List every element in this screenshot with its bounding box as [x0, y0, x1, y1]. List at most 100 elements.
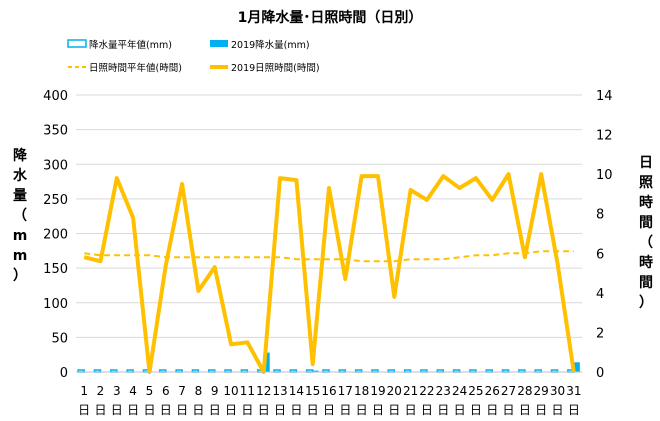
x-tick-day-suffix: 日 — [568, 403, 580, 417]
chart-title: 1月降水量･日照時間（日別） — [238, 9, 423, 26]
axis-label-char: 降 — [13, 147, 28, 164]
right-axis-ticks: 0 2 4 6 8 10 12 14 — [596, 89, 613, 381]
axis-label-char: ） — [13, 268, 27, 284]
x-tick-day-suffix: 日 — [470, 403, 482, 417]
legend-swatch — [210, 40, 228, 47]
legend-label: 2019日照時間(時間) — [231, 63, 320, 74]
x-tick-day-suffix: 日 — [388, 403, 400, 417]
x-tick-label: 14 — [289, 384, 304, 398]
x-tick-label: 17 — [338, 384, 353, 398]
left-tick-label: 50 — [51, 331, 68, 346]
x-tick-label: 24 — [452, 384, 467, 398]
line-series — [76, 172, 582, 374]
left-tick-label: 350 — [43, 124, 68, 139]
x-tick-label: 28 — [517, 384, 532, 398]
axis-label-char: 水 — [13, 167, 28, 184]
x-tick-day-suffix: 日 — [258, 403, 270, 417]
x-tick-label: 6 — [162, 384, 170, 398]
x-tick-day-suffix: 日 — [405, 403, 417, 417]
axis-label-char: m — [13, 248, 28, 264]
x-tick-label: 11 — [240, 384, 255, 398]
x-tick-day-suffix: 日 — [421, 403, 433, 417]
right-tick-label: 8 — [596, 208, 604, 223]
x-tick-label: 21 — [403, 384, 418, 398]
x-tick-label: 27 — [501, 384, 516, 398]
axis-label-char: m — [13, 228, 28, 244]
x-tick-label: 12 — [256, 384, 271, 398]
axis-label-char: ） — [639, 295, 653, 311]
x-tick-day-suffix: 日 — [290, 403, 302, 417]
axis-label-char: 間 — [639, 275, 653, 291]
x-tick-label: 15 — [305, 384, 320, 398]
x-tick-day-suffix: 日 — [160, 403, 172, 417]
x-tick-day-suffix: 日 — [111, 403, 123, 417]
x-tick-day-suffix: 日 — [372, 403, 384, 417]
right-tick-label: 12 — [596, 129, 613, 144]
x-tick-day-suffix: 日 — [78, 403, 90, 417]
x-tick-label: 19 — [370, 384, 385, 398]
axis-label-char: 量 — [13, 188, 27, 204]
left-tick-label: 150 — [43, 262, 68, 277]
legend-swatch — [67, 39, 87, 48]
legend-label: 降水量平年値(mm) — [89, 39, 172, 51]
legend-label: 日照時間平年値(時間) — [89, 62, 182, 74]
axis-label-char: 時 — [639, 254, 653, 271]
x-tick-day-suffix: 日 — [241, 403, 253, 417]
x-tick-day-suffix: 日 — [323, 403, 335, 417]
x-tick-label: 26 — [485, 384, 500, 398]
x-tick-day-suffix: 日 — [535, 403, 547, 417]
x-tick-label: 2 — [97, 384, 105, 398]
x-tick-label: 4 — [129, 384, 137, 398]
left-tick-label: 200 — [43, 228, 68, 243]
axis-label-char: 間 — [639, 215, 653, 231]
x-tick-label: 31 — [566, 384, 581, 398]
legend-label: 2019降水量(mm) — [231, 39, 310, 51]
x-tick-day-suffix: 日 — [552, 403, 564, 417]
x-tick-label: 5 — [146, 384, 154, 398]
x-tick-day-suffix: 日 — [225, 403, 237, 417]
x-tick-label: 30 — [550, 384, 565, 398]
x-tick-day-suffix: 日 — [454, 403, 466, 417]
x-tick-day-suffix: 日 — [503, 403, 515, 417]
x-tick-day-suffix: 日 — [176, 403, 188, 417]
right-axis-label: 日照時間（時間） — [639, 155, 653, 311]
x-tick-label: 8 — [195, 384, 203, 398]
x-tick-day-suffix: 日 — [339, 403, 351, 417]
legend: 降水量平年値(mm) 2019降水量(mm) 日照時間平年値(時間) 2019日照時間… — [67, 39, 320, 74]
x-tick-label: 1 — [80, 384, 88, 398]
right-tick-label: 6 — [596, 247, 604, 262]
x-tick-label: 23 — [436, 384, 451, 398]
x-tick-label: 25 — [468, 384, 483, 398]
left-tick-label: 0 — [60, 366, 68, 381]
axis-label-char: （ — [639, 235, 653, 251]
x-tick-label: 16 — [321, 384, 336, 398]
right-tick-label: 2 — [596, 326, 604, 341]
x-tick-label: 18 — [354, 384, 369, 398]
left-tick-label: 300 — [43, 158, 68, 173]
x-tick-day-suffix: 日 — [143, 403, 155, 417]
precipitation-2019-bar — [573, 362, 580, 372]
x-tick-day-suffix: 日 — [94, 403, 106, 417]
precipitation-2019-bar — [263, 352, 270, 372]
left-tick-label: 250 — [43, 193, 68, 208]
left-axis-label: 降水量 （ mm ） — [13, 147, 28, 284]
left-tick-label: 100 — [43, 297, 68, 312]
x-tick-day-suffix: 日 — [307, 403, 319, 417]
right-tick-label: 0 — [596, 366, 604, 381]
x-tick-day-suffix: 日 — [519, 403, 531, 417]
x-tick-label: 22 — [419, 384, 434, 398]
left-tick-label: 400 — [43, 89, 68, 104]
x-axis-ticks: 1日2日3日4日5日6日7日8日9日10日11日12日13日14日15日16日1… — [78, 384, 581, 417]
x-tick-day-suffix: 日 — [209, 403, 221, 417]
x-tick-label: 29 — [534, 384, 549, 398]
x-tick-label: 20 — [387, 384, 402, 398]
axis-label-char: 日 — [639, 155, 653, 171]
right-tick-label: 14 — [596, 89, 613, 104]
precipitation-2019-bar — [312, 370, 319, 372]
x-tick-day-suffix: 日 — [127, 403, 139, 417]
left-axis-ticks: 0 50 100 150 200 250 300 350 400 — [43, 89, 68, 381]
x-tick-day-suffix: 日 — [192, 403, 204, 417]
x-tick-label: 10 — [223, 384, 238, 398]
right-tick-label: 10 — [596, 168, 613, 183]
